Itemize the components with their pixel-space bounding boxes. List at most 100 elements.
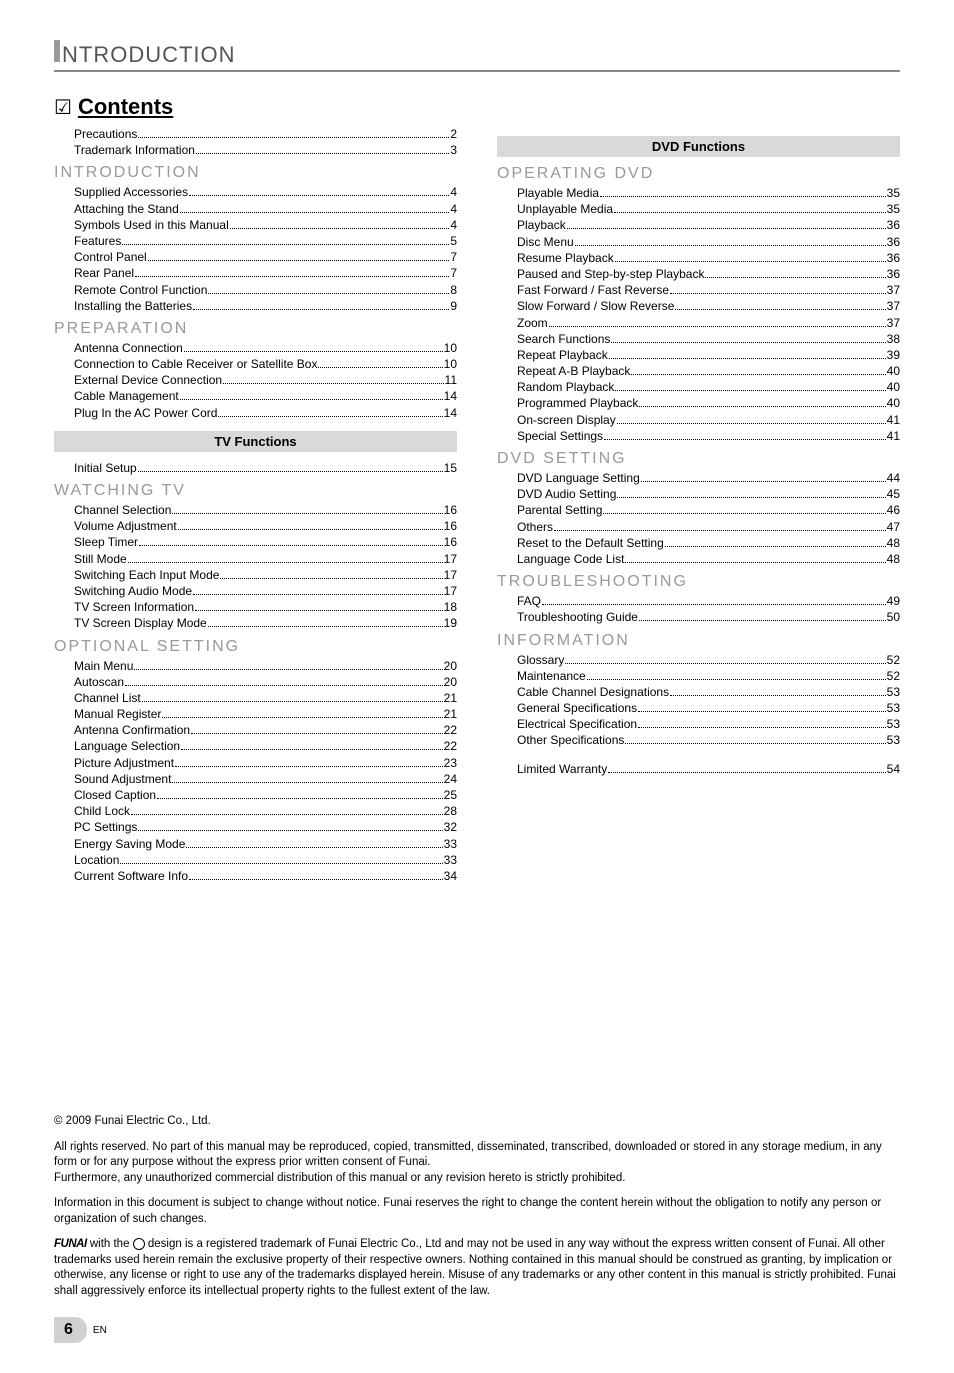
leader-dots <box>172 782 442 783</box>
leader-dots <box>220 578 442 579</box>
page-title: NTRODUCTION <box>62 42 236 68</box>
legal-paragraph-3: FUNAI with the design is a registered tr… <box>54 1237 900 1299</box>
toc-optional-label: Manual Register <box>74 706 161 722</box>
toc-introduction-row: Remote Control Function8 <box>54 282 457 298</box>
toc-information-label: Cable Channel Designations <box>517 684 669 700</box>
toc-dvdsetting-label: Language Code List <box>517 551 624 567</box>
toc-operating-page: 36 <box>887 217 900 233</box>
leader-dots <box>587 679 886 680</box>
toc-optional-row: Main Menu20 <box>54 658 457 674</box>
leader-dots <box>208 626 443 627</box>
leader-dots <box>195 610 443 611</box>
leader-dots <box>120 863 442 864</box>
toc-optional-label: Picture Adjustment <box>74 755 174 771</box>
toc-dvdsetting-label: DVD Language Setting <box>517 470 640 486</box>
toc-operating-row: Unplayable Media35 <box>497 201 900 217</box>
toc-operating-page: 40 <box>887 363 900 379</box>
toc-introduction-label: Attaching the Stand <box>74 201 179 217</box>
toc-preparation-page: 14 <box>444 405 457 421</box>
toc-optional-row: Energy Saving Mode 33 <box>54 836 457 852</box>
leader-dots <box>218 416 442 417</box>
toc-introduction-page: 7 <box>450 249 457 265</box>
toc-watching-row: Channel Selection16 <box>54 502 457 518</box>
leader-dots <box>193 309 449 310</box>
toc-optional-row: Picture Adjustment23 <box>54 755 457 771</box>
toc-operating-page: 35 <box>887 185 900 201</box>
leader-dots <box>614 212 886 213</box>
toc-operating-page: 36 <box>887 250 900 266</box>
leader-dots <box>208 293 449 294</box>
toc-troubleshooting-label: Troubleshooting Guide <box>517 609 638 625</box>
toc-introduction-row: Symbols Used in this Manual4 <box>54 217 457 233</box>
toc-introduction-label: Rear Panel <box>74 265 134 281</box>
toc-initial-page: 15 <box>444 460 457 476</box>
toc-operating-label: Search Functions <box>517 331 610 347</box>
toc-operating-label: Resume Playback <box>517 250 614 266</box>
leader-dots <box>223 383 443 384</box>
toc-dvdsetting-row: Parental Setting46 <box>497 502 900 518</box>
leader-dots <box>142 701 443 702</box>
leader-dots <box>172 513 442 514</box>
toc-information-page: 53 <box>887 732 900 748</box>
toc-introduction-label: Remote Control Function <box>74 282 207 298</box>
toc-watching-row: Switching Audio Mode17 <box>54 583 457 599</box>
toc-information-row: General Specifications53 <box>497 700 900 716</box>
leader-dots <box>180 212 450 213</box>
header-accent-bar <box>54 40 60 62</box>
toc-optional-label: Energy Saving Mode <box>74 836 185 852</box>
toc-operating-page: 37 <box>887 315 900 331</box>
toc-optional-row: Location33 <box>54 852 457 868</box>
leader-dots <box>639 406 885 407</box>
toc-operating-row: Paused and Step-by-step Playback36 <box>497 266 900 282</box>
toc-initial-row: Initial Setup15 <box>54 460 457 476</box>
leader-dots <box>128 562 443 563</box>
toc-introduction-page: 9 <box>450 298 457 314</box>
toc-information-label: Glossary <box>517 652 564 668</box>
leader-dots <box>196 153 449 154</box>
leader-dots <box>175 766 443 767</box>
toc-operating-page: 39 <box>887 347 900 363</box>
toc-operating-page: 41 <box>887 428 900 444</box>
leader-dots <box>131 814 443 815</box>
toc-optional-label: Autoscan <box>74 674 124 690</box>
leader-dots <box>670 293 886 294</box>
toc-operating-label: Zoom <box>517 315 548 331</box>
toc-watching-label: Switching Each Input Mode <box>74 567 219 583</box>
leader-dots <box>665 546 886 547</box>
leader-dots <box>230 228 450 229</box>
section-optional-heading: OPTIONAL SETTING <box>54 638 457 656</box>
leader-dots <box>162 717 442 718</box>
toc-optional-page: 33 <box>444 836 457 852</box>
toc-optional-page: 32 <box>444 819 457 835</box>
copyright-line: © 2009 Funai Electric Co., Ltd. <box>54 1114 900 1130</box>
toc-dvdsetting-page: 48 <box>887 535 900 551</box>
toc-introduction-page: 4 <box>450 184 457 200</box>
leader-dots <box>181 749 443 750</box>
leader-dots <box>638 711 886 712</box>
toc-optional-label: Current Software Info <box>74 868 188 884</box>
toc-optional-label: Language Selection <box>74 738 180 754</box>
contents-heading: Contents <box>78 94 173 120</box>
toc-operating-row: Zoom 37 <box>497 315 900 331</box>
toc-optional-row: Antenna Confirmation22 <box>54 722 457 738</box>
toc-dvdsetting-page: 46 <box>887 502 900 518</box>
toc-operating-row: Search Functions 38 <box>497 331 900 347</box>
leader-dots <box>641 481 886 482</box>
toc-introduction-label: Features <box>74 233 121 249</box>
leader-dots <box>138 137 449 138</box>
toc-dvdsetting-page: 45 <box>887 486 900 502</box>
toc-operating-page: 38 <box>887 331 900 347</box>
leader-dots <box>189 195 449 196</box>
toc-operating-page: 37 <box>887 282 900 298</box>
toc-introduction-label: Symbols Used in this Manual <box>74 217 229 233</box>
toc-watching-page: 17 <box>444 567 457 583</box>
section-preparation-heading: PREPARATION <box>54 320 457 338</box>
toc-troubleshooting-label: FAQ <box>517 593 541 609</box>
toc-dvdsetting-row: DVD Language Setting44 <box>497 470 900 486</box>
toc-optional-label: Sound Adjustment <box>74 771 171 787</box>
toc-information-label: General Specifications <box>517 700 637 716</box>
toc-operating-label: Playable Media <box>517 185 599 201</box>
toc-dvdsetting-label: Others <box>517 519 553 535</box>
toc-watching-label: Switching Audio Mode <box>74 583 192 599</box>
leader-dots <box>625 743 885 744</box>
